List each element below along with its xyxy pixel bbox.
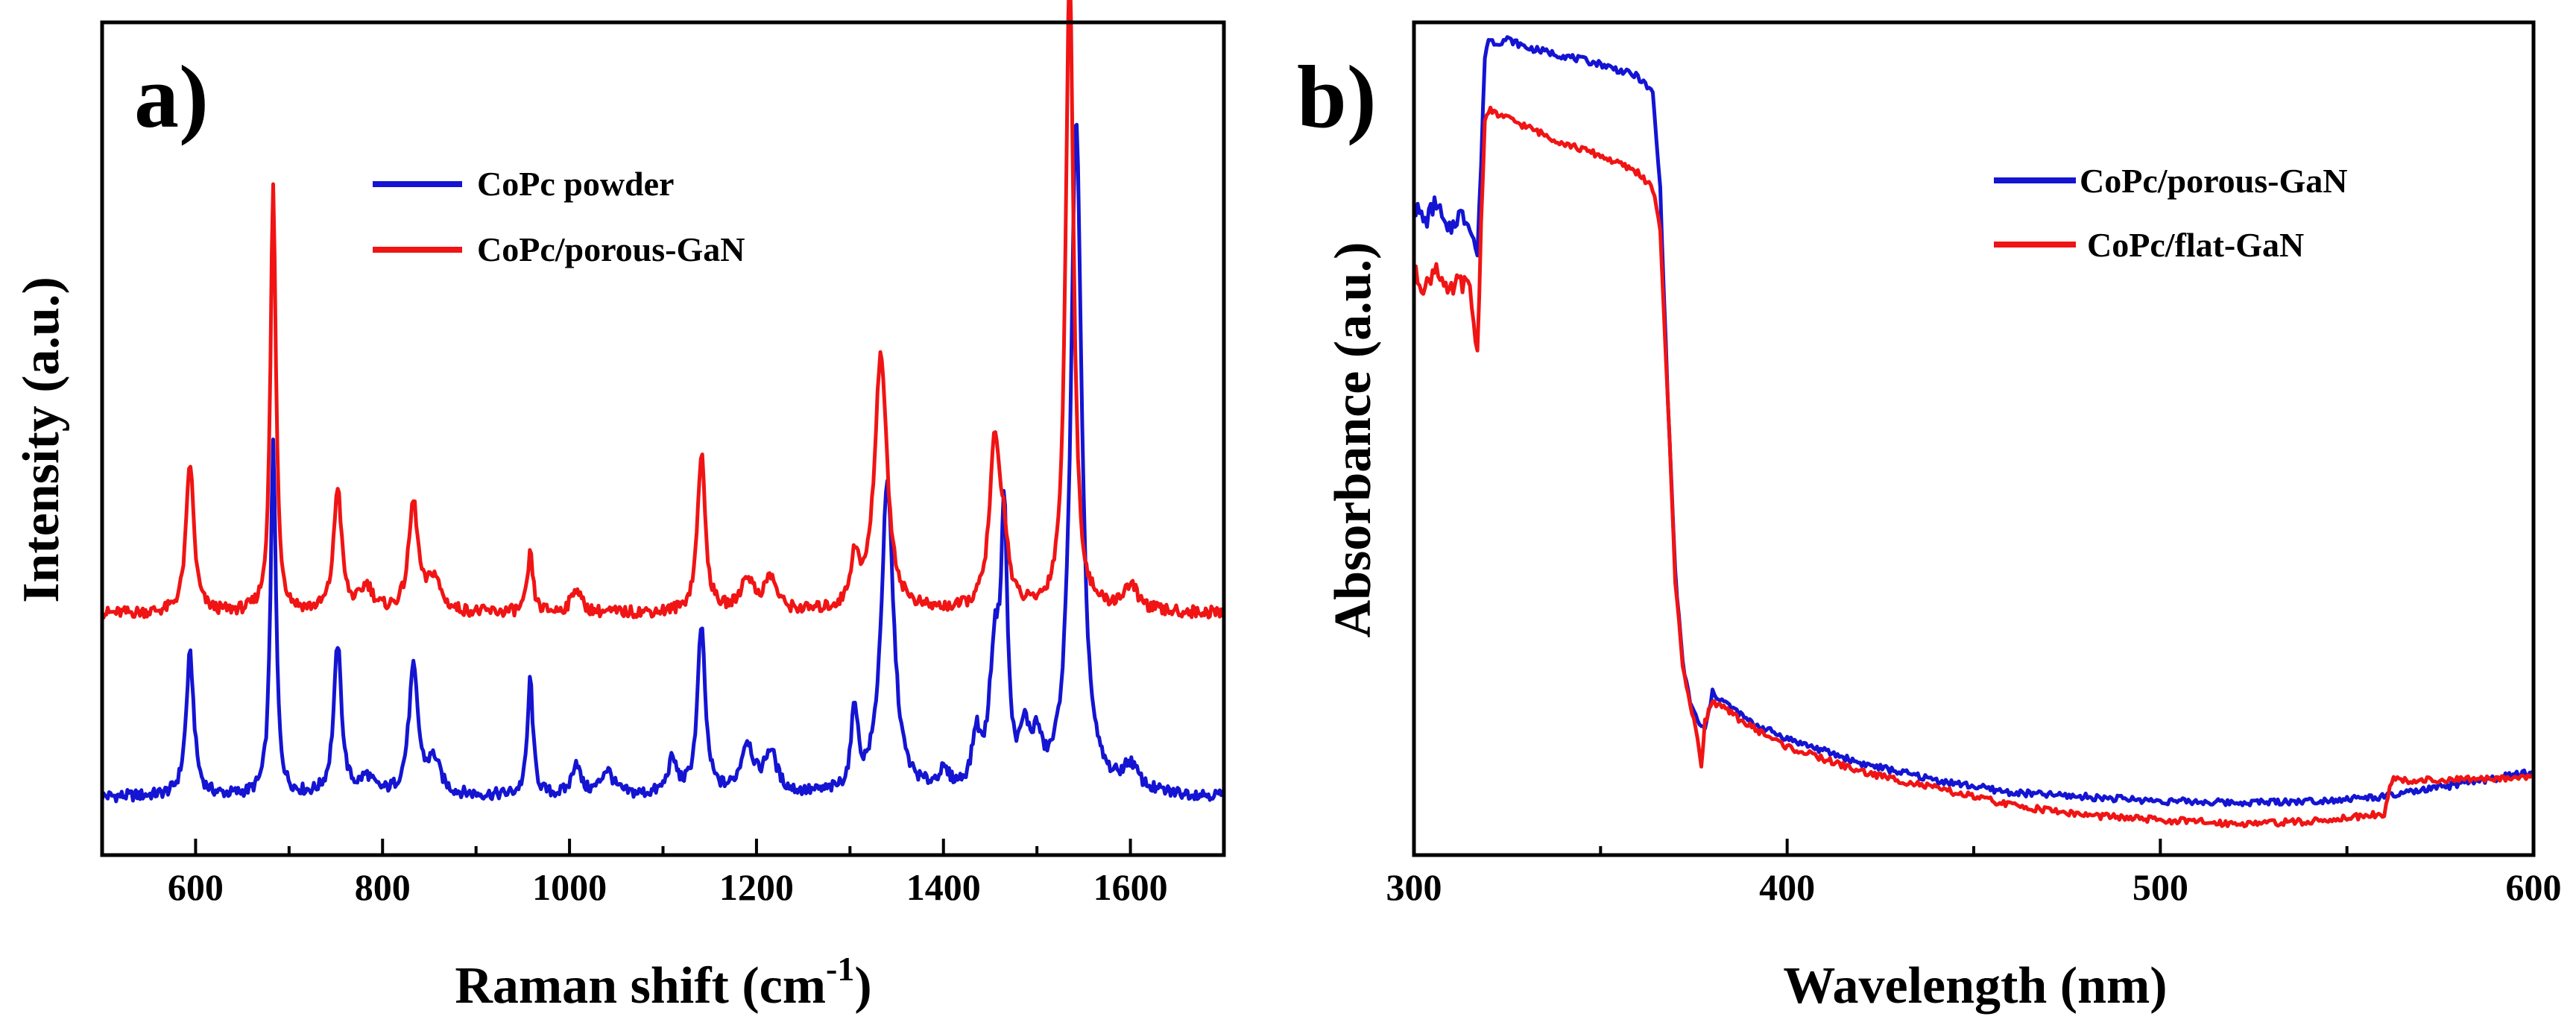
x-tick-label-600: 600: [168, 866, 224, 908]
panel-a-raman-chart: a) 600 800 1000 1200 1400 1600 CoPc powder Co…: [13, 0, 1226, 1015]
panel-a-y-axis-label: Intensity (a.u.): [13, 277, 70, 603]
panel-b-legend: CoPc/porous-GaN CoPc/flat-GaN: [1994, 162, 2348, 264]
x-tick-label-b-300: 300: [1386, 866, 1442, 908]
panel-b-x-axis-label: Wavelength (nm): [1783, 957, 2167, 1015]
legend-label-copc-porous-gan: CoPc/porous-GaN: [477, 230, 745, 268]
x-tick-label-1400: 1400: [906, 866, 981, 908]
series-line-copc-porous-gan: [101, 0, 1226, 620]
x-tick-label-1200: 1200: [719, 866, 794, 908]
x-tick-label-b-400: 400: [1759, 866, 1815, 908]
panel-b-label: b): [1297, 47, 1377, 146]
x-label-superscript: -1: [826, 950, 854, 988]
panel-a-label: a): [134, 47, 209, 146]
series-line-b-copc-flat-gan: [1412, 105, 2534, 828]
x-tick-label-b-500: 500: [2133, 866, 2188, 908]
x-tick-label-1600: 1600: [1093, 866, 1168, 908]
legend-label-copc-flat-gan: CoPc/flat-GaN: [2087, 226, 2304, 264]
x-label-main: Raman shift (cm: [455, 957, 826, 1015]
panel-b-x-ticks: 300 400 500 600: [1386, 839, 2562, 908]
panel-a-x-axis-label: Raman shift (cm-1): [455, 950, 871, 1015]
series-line-b-copc-porous-gan: [1412, 35, 2535, 807]
panel-b-series-group: [1412, 35, 2535, 828]
panel-a-legend: CoPc powder CoPc/porous-GaN: [373, 165, 745, 268]
x-tick-label-b-600: 600: [2506, 866, 2562, 908]
x-label-close: ): [854, 957, 871, 1015]
x-tick-label-1000: 1000: [532, 866, 607, 908]
series-line-copc-powder: [100, 122, 1226, 804]
panel-b-y-axis-label: Absorbance (a.u.): [1325, 242, 1382, 638]
legend-label-copc-porous-gan-b: CoPc/porous-GaN: [2080, 162, 2348, 200]
panel-b-absorbance-chart: b) 300 400 500 600 CoPc/porous-GaN CoPc/fla…: [1297, 20, 2562, 1015]
panel-a-x-ticks: 600 800 1000 1200 1400 1600: [101, 839, 1225, 908]
legend-label-copc-powder: CoPc powder: [477, 165, 674, 203]
x-tick-label-800: 800: [355, 866, 411, 908]
panel-a-series-group: [100, 0, 1226, 804]
